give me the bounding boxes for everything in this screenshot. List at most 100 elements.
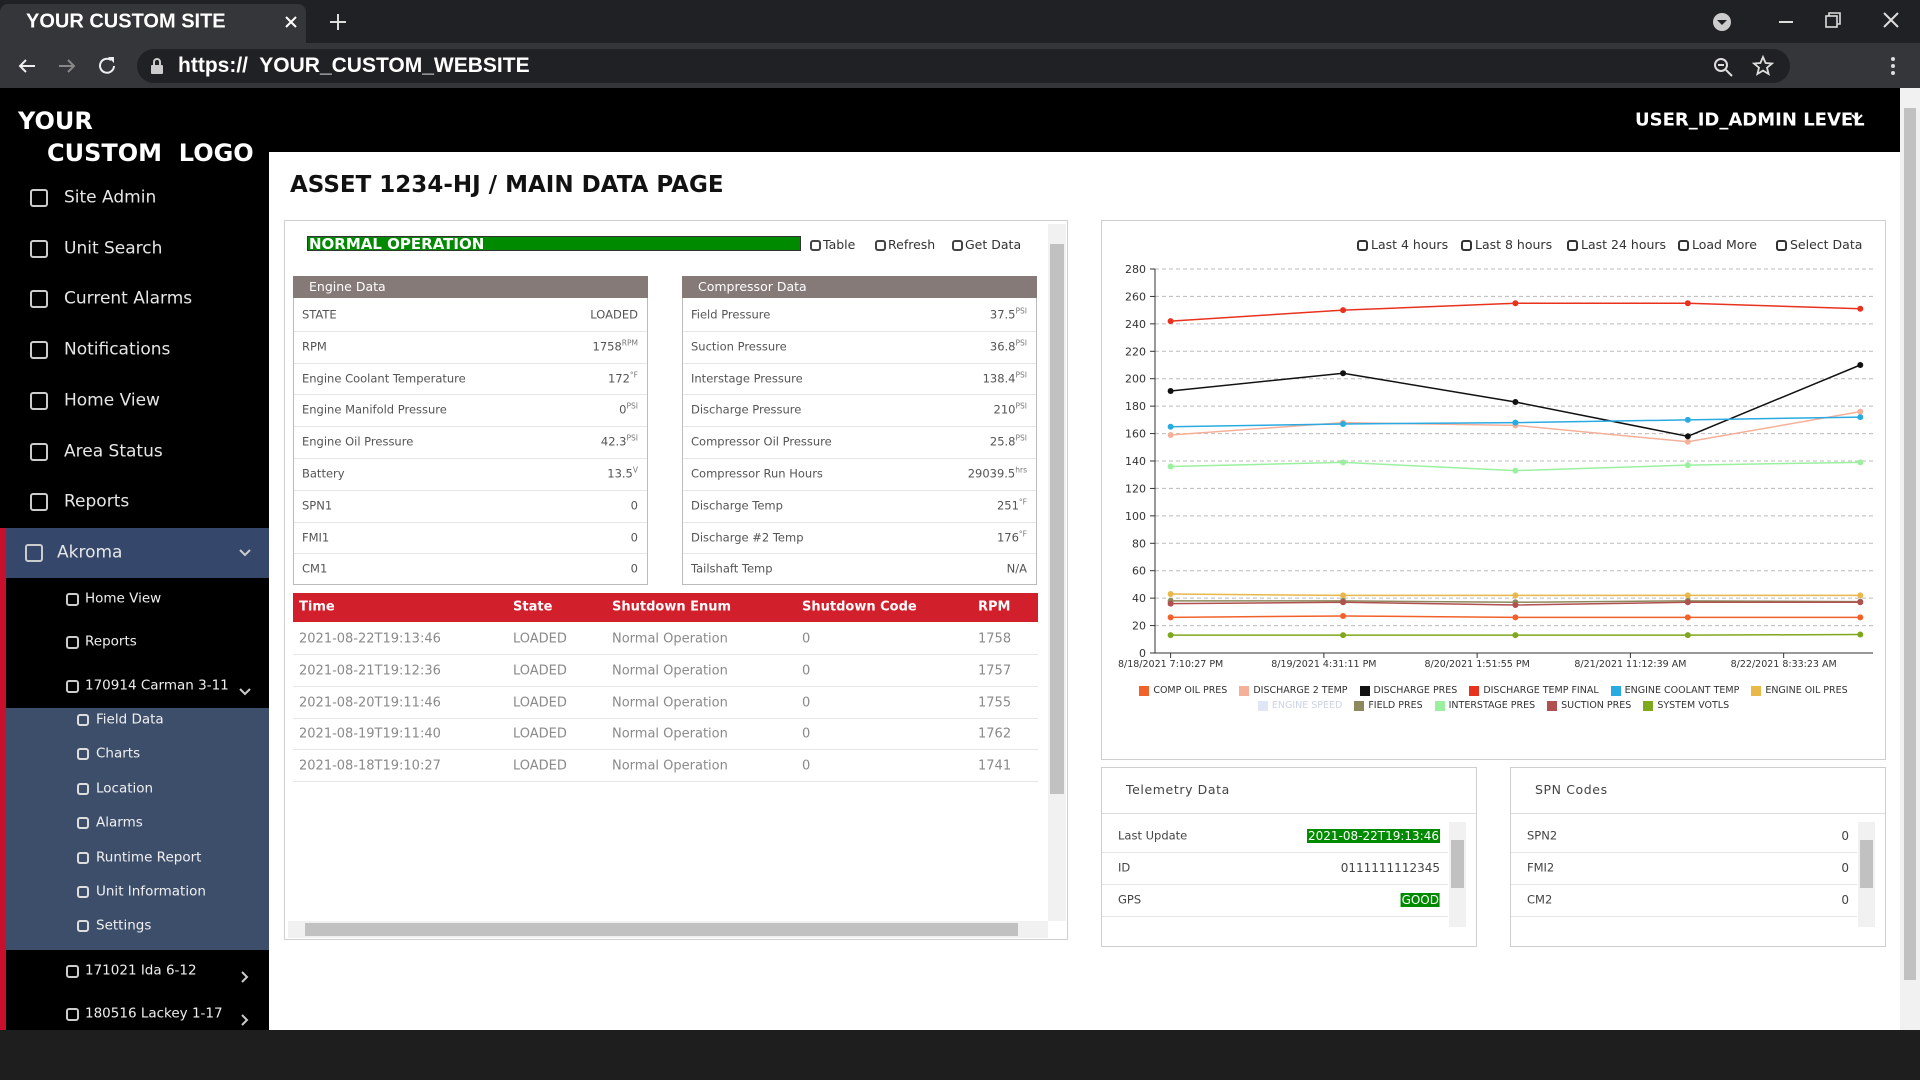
data-label: Engine Oil Pressure [302,434,414,449]
y-tick-label: 180 [1125,400,1146,413]
data-unit: PSI [626,401,639,411]
data-point [1684,416,1691,423]
omnibox[interactable] [137,49,1790,83]
nav-item[interactable]: Reports [64,491,130,512]
unit-sub-item[interactable]: Charts [96,745,141,762]
legend-item[interactable]: ENGINE SPEED [1257,700,1342,712]
minimize[interactable] [1776,12,1796,32]
table-cell: 2021-08-19T19:11:40 [299,726,441,742]
data-point [1340,459,1347,466]
table-cell: 2021-08-18T19:10:27 [299,758,441,774]
back-button[interactable] [16,55,38,77]
panel-button[interactable]: Get Data [965,236,1022,252]
bookmark-star[interactable] [1752,55,1774,77]
legend-item[interactable]: SUCTION PRES [1547,700,1631,712]
nav-item[interactable]: Unit Search [64,238,163,259]
nav-icon [30,341,48,360]
panel-button[interactable]: Refresh [888,236,936,252]
forward-button[interactable] [56,55,78,77]
group-header[interactable] [0,528,269,578]
chart-button[interactable]: Load More [1692,236,1757,252]
data-unit: PSI [1015,338,1028,348]
panel-vscroll-thumb[interactable] [1050,244,1064,794]
tab-close[interactable] [283,14,299,30]
group-label[interactable]: Akroma [57,542,123,563]
table-cell: Normal Operation [612,758,728,774]
nav-item[interactable]: Area Status [64,441,163,461]
data-label: Battery [302,466,345,481]
data-value: 1758 [592,339,622,354]
unit-caret[interactable] [238,970,252,984]
unit-sub-icon [77,817,89,830]
nav-item[interactable]: Site Admin [64,187,157,208]
active-tab[interactable] [0,4,306,43]
unit-sub-item[interactable]: Settings [96,917,152,934]
data-label: Field Pressure [691,307,771,322]
group-caret[interactable] [238,546,252,560]
legend-item[interactable]: COMP OIL PRES [1139,685,1227,697]
table-cell: 1758 [978,631,1012,647]
legend-item[interactable]: DISCHARGE 2 TEMP [1239,685,1348,697]
y-tick-label: 140 [1125,455,1146,468]
chart-button-icon [1567,239,1578,251]
legend-item[interactable]: ENGINE COOLANT TEMP [1610,685,1739,697]
browser-menu[interactable] [1886,55,1900,77]
page-scroll-thumb[interactable] [1904,108,1916,980]
box-scroll-thumb[interactable] [1451,840,1464,888]
nav-item[interactable]: Notifications [64,339,171,360]
restore[interactable] [1823,10,1843,30]
column-header: Shutdown Enum [612,599,732,615]
y-tick-label: 20 [1132,620,1146,633]
close-window[interactable] [1881,10,1901,30]
unit-caret[interactable] [238,1013,252,1027]
user-menu[interactable]: USER_ID_ADMIN LEVEL [1635,109,1865,131]
data-label: Suction Pressure [691,339,787,354]
panel-button[interactable]: Table [823,236,856,252]
legend-label: SUCTION PRES [1561,700,1632,711]
row-divider [294,362,647,364]
chart-button[interactable]: Last 8 hours [1475,236,1553,252]
user-menu-caret[interactable] [1850,113,1864,123]
x-tick-label: 8/19/2021 4:31:11 PM [1271,659,1376,670]
nav-item[interactable]: Home View [64,390,160,411]
data-point [1857,305,1864,312]
data-unit: V [632,465,638,475]
row-divider [1102,884,1448,885]
legend-item[interactable]: DISCHARGE TEMP FINAL [1469,685,1599,697]
chart-button[interactable]: Select Data [1790,236,1863,252]
zoom-icon[interactable] [1712,56,1734,78]
legend-label: INTERSTAGE PRES [1448,700,1536,711]
chart-button[interactable]: Last 24 hours [1581,236,1667,252]
data-point [1684,438,1691,445]
reload-button[interactable] [96,55,118,77]
legend-item[interactable]: SYSTEM VOTLS [1643,700,1729,712]
nav-item[interactable]: Current Alarms [64,288,193,309]
legend-item[interactable]: FIELD PRES [1354,700,1423,712]
unit-sub-item[interactable]: Runtime Report [96,848,202,865]
sub-item[interactable]: Reports [85,633,137,650]
profile-menu[interactable] [1710,10,1734,34]
new-tab[interactable] [328,12,348,32]
box-title: Telemetry Data [1126,781,1230,797]
chart-button[interactable]: Last 4 hours [1371,236,1449,252]
table-cell: Normal Operation [612,663,728,679]
sub-item[interactable]: Home View [85,590,162,607]
unit-sub-item[interactable]: Alarms [96,814,143,831]
panel-hscroll-thumb[interactable] [305,923,1018,936]
legend-item[interactable]: ENGINE OIL PRES [1751,685,1848,697]
unit-item[interactable]: 171021 Ida 6-12 [85,962,197,979]
unit-sub-item[interactable]: Location [96,780,154,797]
unit-item[interactable]: 180516 Lackey 1-17 [85,1005,223,1022]
unit-sub-item[interactable]: Field Data [96,711,164,728]
y-tick-label: 120 [1125,482,1146,495]
unit-caret[interactable] [238,685,252,699]
unit-sub-item[interactable]: Unit Information [96,883,206,900]
legend-item[interactable]: DISCHARGE PRES [1359,685,1457,697]
legend-item[interactable]: INTERSTAGE PRES [1434,700,1536,712]
x-tick-label: 8/20/2021 1:51:55 PM [1424,659,1529,670]
box-scroll-thumb[interactable] [1860,840,1873,888]
legend-swatch [1610,686,1621,696]
row-divider [294,553,647,555]
unit-item[interactable]: 170914 Carman 3-11 [85,677,229,694]
data-point [1857,599,1864,606]
